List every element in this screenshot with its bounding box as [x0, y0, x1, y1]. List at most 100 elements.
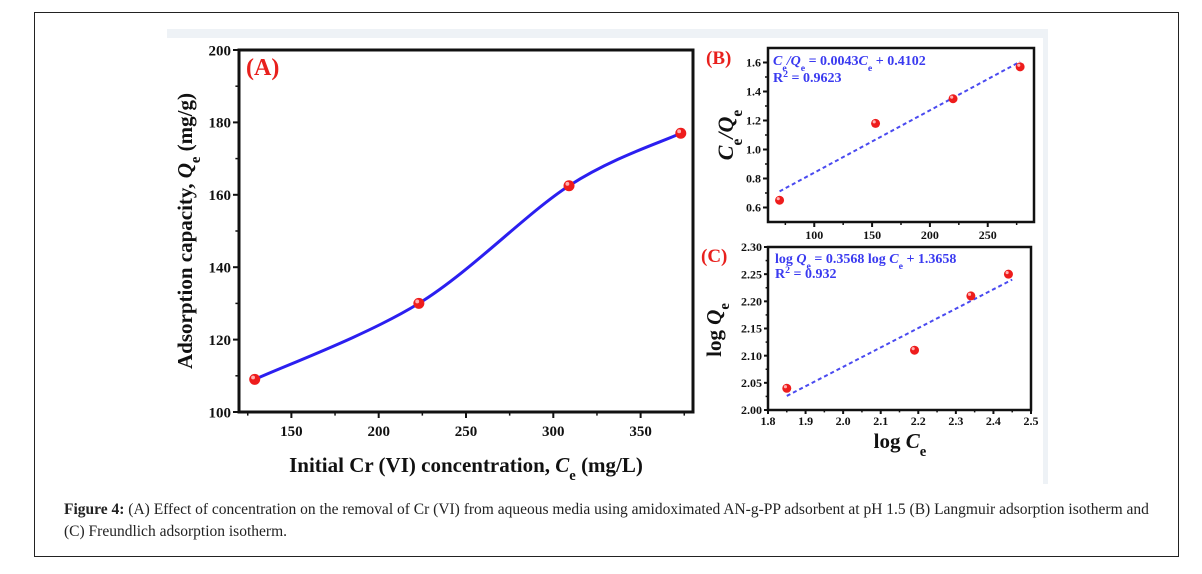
panel-a-chart: 150 200 250 300 350 100 120 140 160 180 200 (A) Init…	[173, 43, 695, 484]
text-span: Q	[173, 163, 197, 178]
y-tick-label: 100	[209, 405, 232, 421]
panel-label-a: (A)	[246, 55, 279, 81]
y-axis-title-group: Ce/Qe	[713, 110, 746, 161]
text-span: log	[874, 429, 906, 453]
text-span: e	[801, 63, 806, 74]
x-tick-label: 100	[805, 228, 823, 242]
data-point	[871, 118, 881, 128]
data-curve	[254, 131, 682, 381]
text-span: C	[906, 429, 921, 453]
text-span: = 0.0043	[805, 54, 858, 69]
y-tick-label: 1.0	[746, 143, 761, 157]
text-span: e	[782, 63, 787, 74]
text-span: Q	[702, 310, 726, 325]
y-tick-label: 1.4	[746, 85, 761, 99]
data-point	[675, 127, 687, 139]
data-point-highlight	[415, 299, 420, 304]
data-point-highlight	[251, 375, 255, 380]
fit-line	[779, 60, 1021, 193]
x-tick-label: 2.0	[836, 414, 851, 428]
data-point-highlight	[1017, 63, 1021, 67]
r-squared-text: R2 = 0.9623	[773, 69, 842, 87]
text-span: e	[188, 156, 204, 163]
y-tick-label: 140	[209, 260, 232, 276]
y-tick-label: 2.00	[741, 403, 762, 417]
y-tick-label: 2.15	[741, 322, 762, 336]
text-span: /Q	[786, 54, 801, 69]
text-span: Adsorption capacity,	[173, 178, 197, 369]
equation-text: log Qe = 0.3568 log Ce + 1.3658	[775, 252, 956, 272]
x-tick-label: 2.5	[1024, 414, 1039, 428]
data-point-highlight	[783, 385, 788, 389]
x-tick-label: 2.4	[986, 414, 1001, 428]
text-span: e	[729, 139, 746, 146]
y-tick-label: 1.6	[746, 56, 761, 70]
equation-text: Ce/Qe = 0.0043Ce + 0.4102	[773, 54, 926, 74]
y-axis-title: Ce/Qe	[713, 110, 746, 161]
text-span: = 0.3568 log	[811, 252, 889, 267]
y-tick-label: 160	[209, 188, 232, 204]
data-point	[782, 383, 792, 393]
y-tick-label: 0.6	[746, 201, 761, 215]
x-tick-label: 350	[629, 424, 652, 440]
x-tick-label: 150	[280, 424, 303, 440]
y-tick-label: 200	[209, 43, 232, 59]
x-tick-label: 150	[863, 228, 881, 242]
y-tick-label: 2.20	[741, 295, 762, 309]
data-point-highlight	[950, 95, 954, 99]
figure-caption: Figure 4: (A) Effect of concentration on…	[64, 499, 1164, 543]
text-span: C	[713, 145, 738, 160]
y-tick-label: 2.10	[741, 349, 762, 363]
text-span: log	[702, 325, 726, 357]
data-point-highlight	[565, 181, 570, 186]
x-axis-title: Initial Cr (VI) concentration, Ce (mg/L)	[289, 453, 643, 484]
x-tick-label: 1.9	[798, 414, 813, 428]
text-span: = 0.932	[790, 267, 836, 282]
x-tick-label: 200	[367, 424, 390, 440]
data-point	[948, 94, 958, 104]
y-axis-title: log Qe	[702, 303, 733, 357]
y-axis-title-group: Adsorption capacity, Qe (mg/g)	[173, 93, 204, 369]
x-tick-label: 200	[921, 228, 939, 242]
text-span: (mg/g)	[173, 93, 197, 157]
text-span: (mg/L)	[576, 453, 643, 477]
text-span: log	[775, 252, 796, 267]
data-point-highlight	[967, 292, 972, 296]
text-span: Initial Cr (VI) concentration,	[289, 453, 555, 477]
x-tick-label: 250	[979, 228, 997, 242]
y-axis-title-group: log Qe	[702, 303, 733, 357]
y-tick-label: 2.25	[741, 267, 762, 281]
text-span: e	[920, 444, 927, 460]
y-axis-title: Adsorption capacity, Qe (mg/g)	[173, 93, 204, 369]
text-span: Q	[796, 252, 806, 267]
figure-frame	[34, 12, 1179, 557]
text-span: C	[889, 252, 899, 267]
text-span: 2	[785, 265, 790, 276]
text-span: = 0.9623	[788, 71, 841, 86]
text-span: e	[807, 261, 812, 272]
text-span: e	[868, 63, 873, 74]
y-tick-label: 0.8	[746, 172, 761, 186]
data-point	[563, 180, 575, 192]
data-point	[1003, 269, 1013, 279]
text-span: e	[899, 261, 904, 272]
text-span: e	[717, 303, 733, 310]
data-point	[775, 195, 785, 205]
text-span: C	[773, 54, 783, 69]
y-tick-label: 2.30	[741, 240, 762, 254]
y-tick-label: 1.2	[746, 114, 761, 128]
text-span: e	[569, 468, 576, 484]
x-tick-label: 2.1	[873, 414, 888, 428]
y-tick-label: 2.05	[741, 376, 762, 390]
x-tick-label: 2.2	[911, 414, 926, 428]
text-span: 2	[783, 69, 788, 80]
panel-c-chart: 1.8 1.9 2.0 2.1 2.2 2.3 2.4 2.5 2.00 2.05 2.10 2.15…	[701, 240, 1039, 460]
x-tick-label: 250	[455, 424, 478, 440]
text-span: C	[555, 453, 570, 477]
data-point-highlight	[677, 129, 682, 134]
text-span: Q	[713, 117, 738, 133]
text-span: R	[773, 71, 784, 86]
text-span: C	[859, 54, 869, 69]
x-tick-label: 300	[542, 424, 565, 440]
